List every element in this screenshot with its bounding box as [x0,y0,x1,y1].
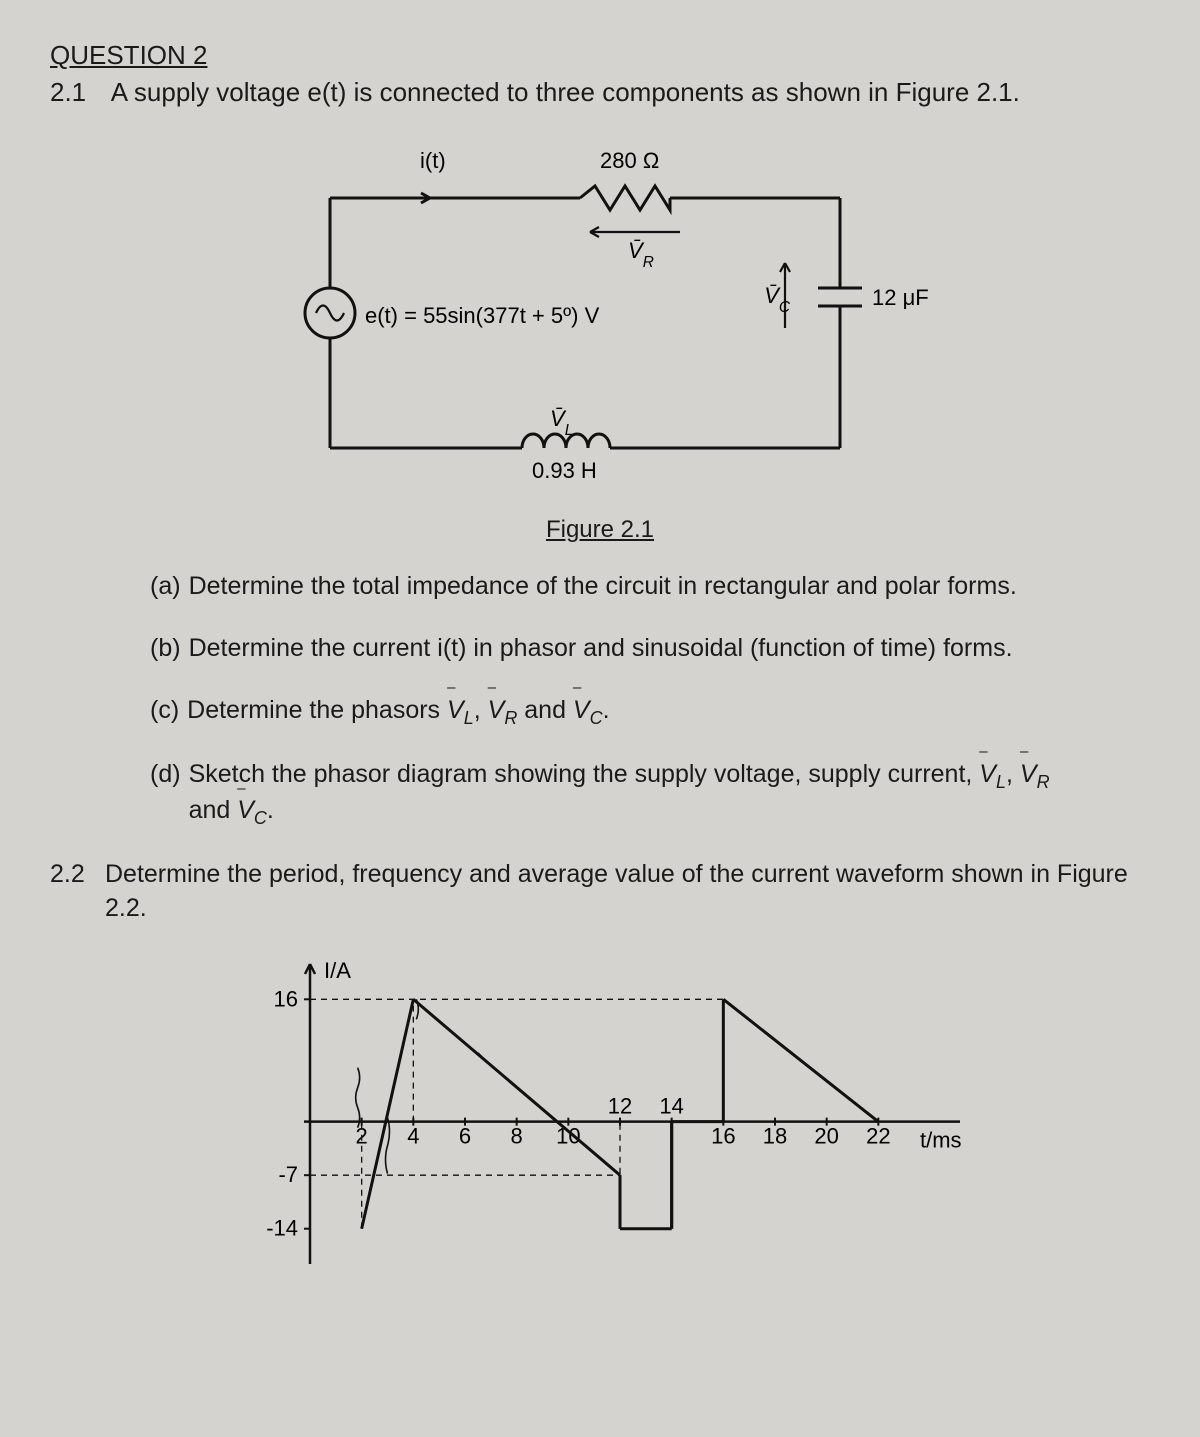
svg-text:18: 18 [763,1124,787,1149]
svg-text:16: 16 [711,1124,735,1149]
subq-a-label: (a) [150,570,181,604]
svg-text:V̄R: V̄R [628,238,654,271]
svg-text:4: 4 [407,1124,419,1149]
svg-text:16: 16 [274,986,298,1011]
sep1: , [474,696,488,724]
svg-text:8: 8 [511,1124,523,1149]
subq-c: (c) Determine the phasors VL, VR and VC. [150,694,1150,730]
svg-text:I/A: I/A [324,958,351,983]
question-heading: QUESTION 2 [50,40,1150,71]
and2: and [189,796,238,824]
svg-text:t/ms: t/ms [920,1128,962,1153]
vc-sub-d: C [254,808,267,828]
vc-symbol-d: V [237,796,254,824]
subq-d-pre: Sketch the phasor diagram showing the su… [189,760,980,788]
sep2: , [1006,760,1020,788]
vl-sub: L [464,708,474,728]
svg-text:12: 12 [608,1094,632,1119]
vc-sub: C [590,708,603,728]
svg-text:-7: -7 [278,1162,298,1187]
vr-sub-d: R [1037,772,1050,792]
vr-symbol-d: V [1020,760,1037,788]
subq-c-pre: Determine the phasors [187,696,447,724]
svg-text:6: 6 [459,1124,471,1149]
q21-number: 2.1 [50,77,105,108]
subq-b-text: Determine the current i(t) in phasor and… [189,632,1150,666]
svg-text:i(t): i(t) [420,148,446,173]
q22-number: 2.2 [50,858,105,926]
vc-symbol: V [573,696,590,724]
circuit-figure: i(t) 280 Ω V̄R e(t) = 55sin(377t + 5º) V V̄C… [250,128,950,508]
subq-c-post: . [603,696,610,724]
svg-text:20: 20 [814,1124,838,1149]
q21-line: 2.1 A supply voltage e(t) is connected t… [50,77,1150,108]
q22-text: Determine the period, frequency and aver… [105,858,1150,926]
q22-line: 2.2 Determine the period, frequency and … [50,858,1150,926]
subq-b: (b) Determine the current i(t) in phasor… [150,632,1150,666]
svg-text:e(t) = 55sin(377t + 5º) V: e(t) = 55sin(377t + 5º) V [365,303,600,328]
vr-sub: R [504,708,517,728]
vl-symbol: V [447,696,464,724]
subq-d: (d) Sketch the phasor diagram showing th… [150,758,1150,831]
subq-a: (a) Determine the total impedance of the… [150,570,1150,604]
svg-text:22: 22 [866,1124,890,1149]
vr-symbol: V [488,696,505,724]
subq-a-text: Determine the total impedance of the cir… [189,570,1150,604]
subq-d-text: Sketch the phasor diagram showing the su… [189,758,1150,831]
and1: and [517,696,573,724]
figure-2-1-caption: Figure 2.1 [50,516,1150,544]
svg-text:V̄C: V̄C [764,283,791,316]
svg-text:14: 14 [659,1094,683,1119]
svg-text:-14: -14 [266,1216,298,1241]
vl-symbol-d: V [979,760,996,788]
svg-text:0.93 H: 0.93 H [532,458,597,483]
q21-text: A supply voltage e(t) is connected to th… [111,77,1020,107]
subq-d-post: . [267,796,274,824]
waveform-figure: 16-7-14246810121416182022I/At/ms [230,944,990,1284]
svg-text:280 Ω: 280 Ω [600,148,659,173]
svg-text:10: 10 [556,1124,580,1149]
subq-c-label: (c) [150,694,179,730]
svg-text:12 μF: 12 μF [872,285,929,310]
subq-c-text: Determine the phasors VL, VR and VC. [187,694,1150,730]
subq-b-label: (b) [150,632,181,666]
vl-sub-d: L [996,772,1006,792]
subq-d-label: (d) [150,758,181,831]
